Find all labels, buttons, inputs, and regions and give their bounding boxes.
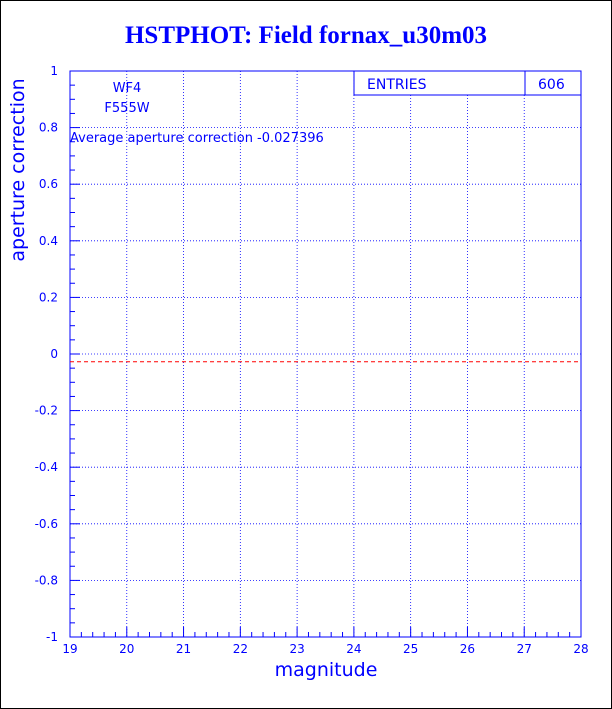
filter-label: F555W <box>104 101 149 116</box>
stats-box <box>353 70 582 96</box>
x-tick-label: 25 <box>403 642 418 656</box>
chip-label: WF4 <box>113 81 142 96</box>
y-tick-label: 0.8 <box>39 121 58 135</box>
y-tick-label: 0 <box>50 347 58 361</box>
x-tick-label: 28 <box>573 642 588 656</box>
y-tick-label: -0.2 <box>35 404 58 418</box>
x-tick-label: 26 <box>460 642 475 656</box>
stats-entries-label: ENTRIES <box>367 77 427 93</box>
y-tick-label: -1 <box>46 630 58 644</box>
x-tick-label: 21 <box>176 642 191 656</box>
x-tick-label: 27 <box>517 642 532 656</box>
x-tick-label: 19 <box>62 642 77 656</box>
y-tick-label: 1 <box>50 64 58 78</box>
x-tick-label: 22 <box>233 642 248 656</box>
y-tick-label: -0.6 <box>35 517 58 531</box>
stats-entries-value: 606 <box>538 77 565 93</box>
axis-ticks <box>69 70 582 638</box>
y-tick-label: 0.2 <box>39 290 58 304</box>
grid-lines <box>70 71 581 637</box>
tick-labels: 19 20 21 22 23 24 25 26 27 28 -1 -0.8 -0.6 -0.4 -0.2 0 0… <box>35 64 589 656</box>
x-tick-label: 20 <box>119 642 134 656</box>
y-tick-label: -0.8 <box>35 573 58 587</box>
average-annotation: Average aperture correction -0.027396 <box>70 131 324 146</box>
x-axis-label: magnitude <box>275 659 378 681</box>
y-tick-label: 0.6 <box>39 177 58 191</box>
x-tick-label: 24 <box>346 642 361 656</box>
x-tick-label: 23 <box>289 642 304 656</box>
y-axis-label: aperture correction <box>7 78 29 261</box>
chart-title: HSTPHOT: Field fornax_u30m03 <box>124 22 488 49</box>
y-tick-label: -0.4 <box>35 460 58 474</box>
y-tick-label: 0.4 <box>39 234 58 248</box>
